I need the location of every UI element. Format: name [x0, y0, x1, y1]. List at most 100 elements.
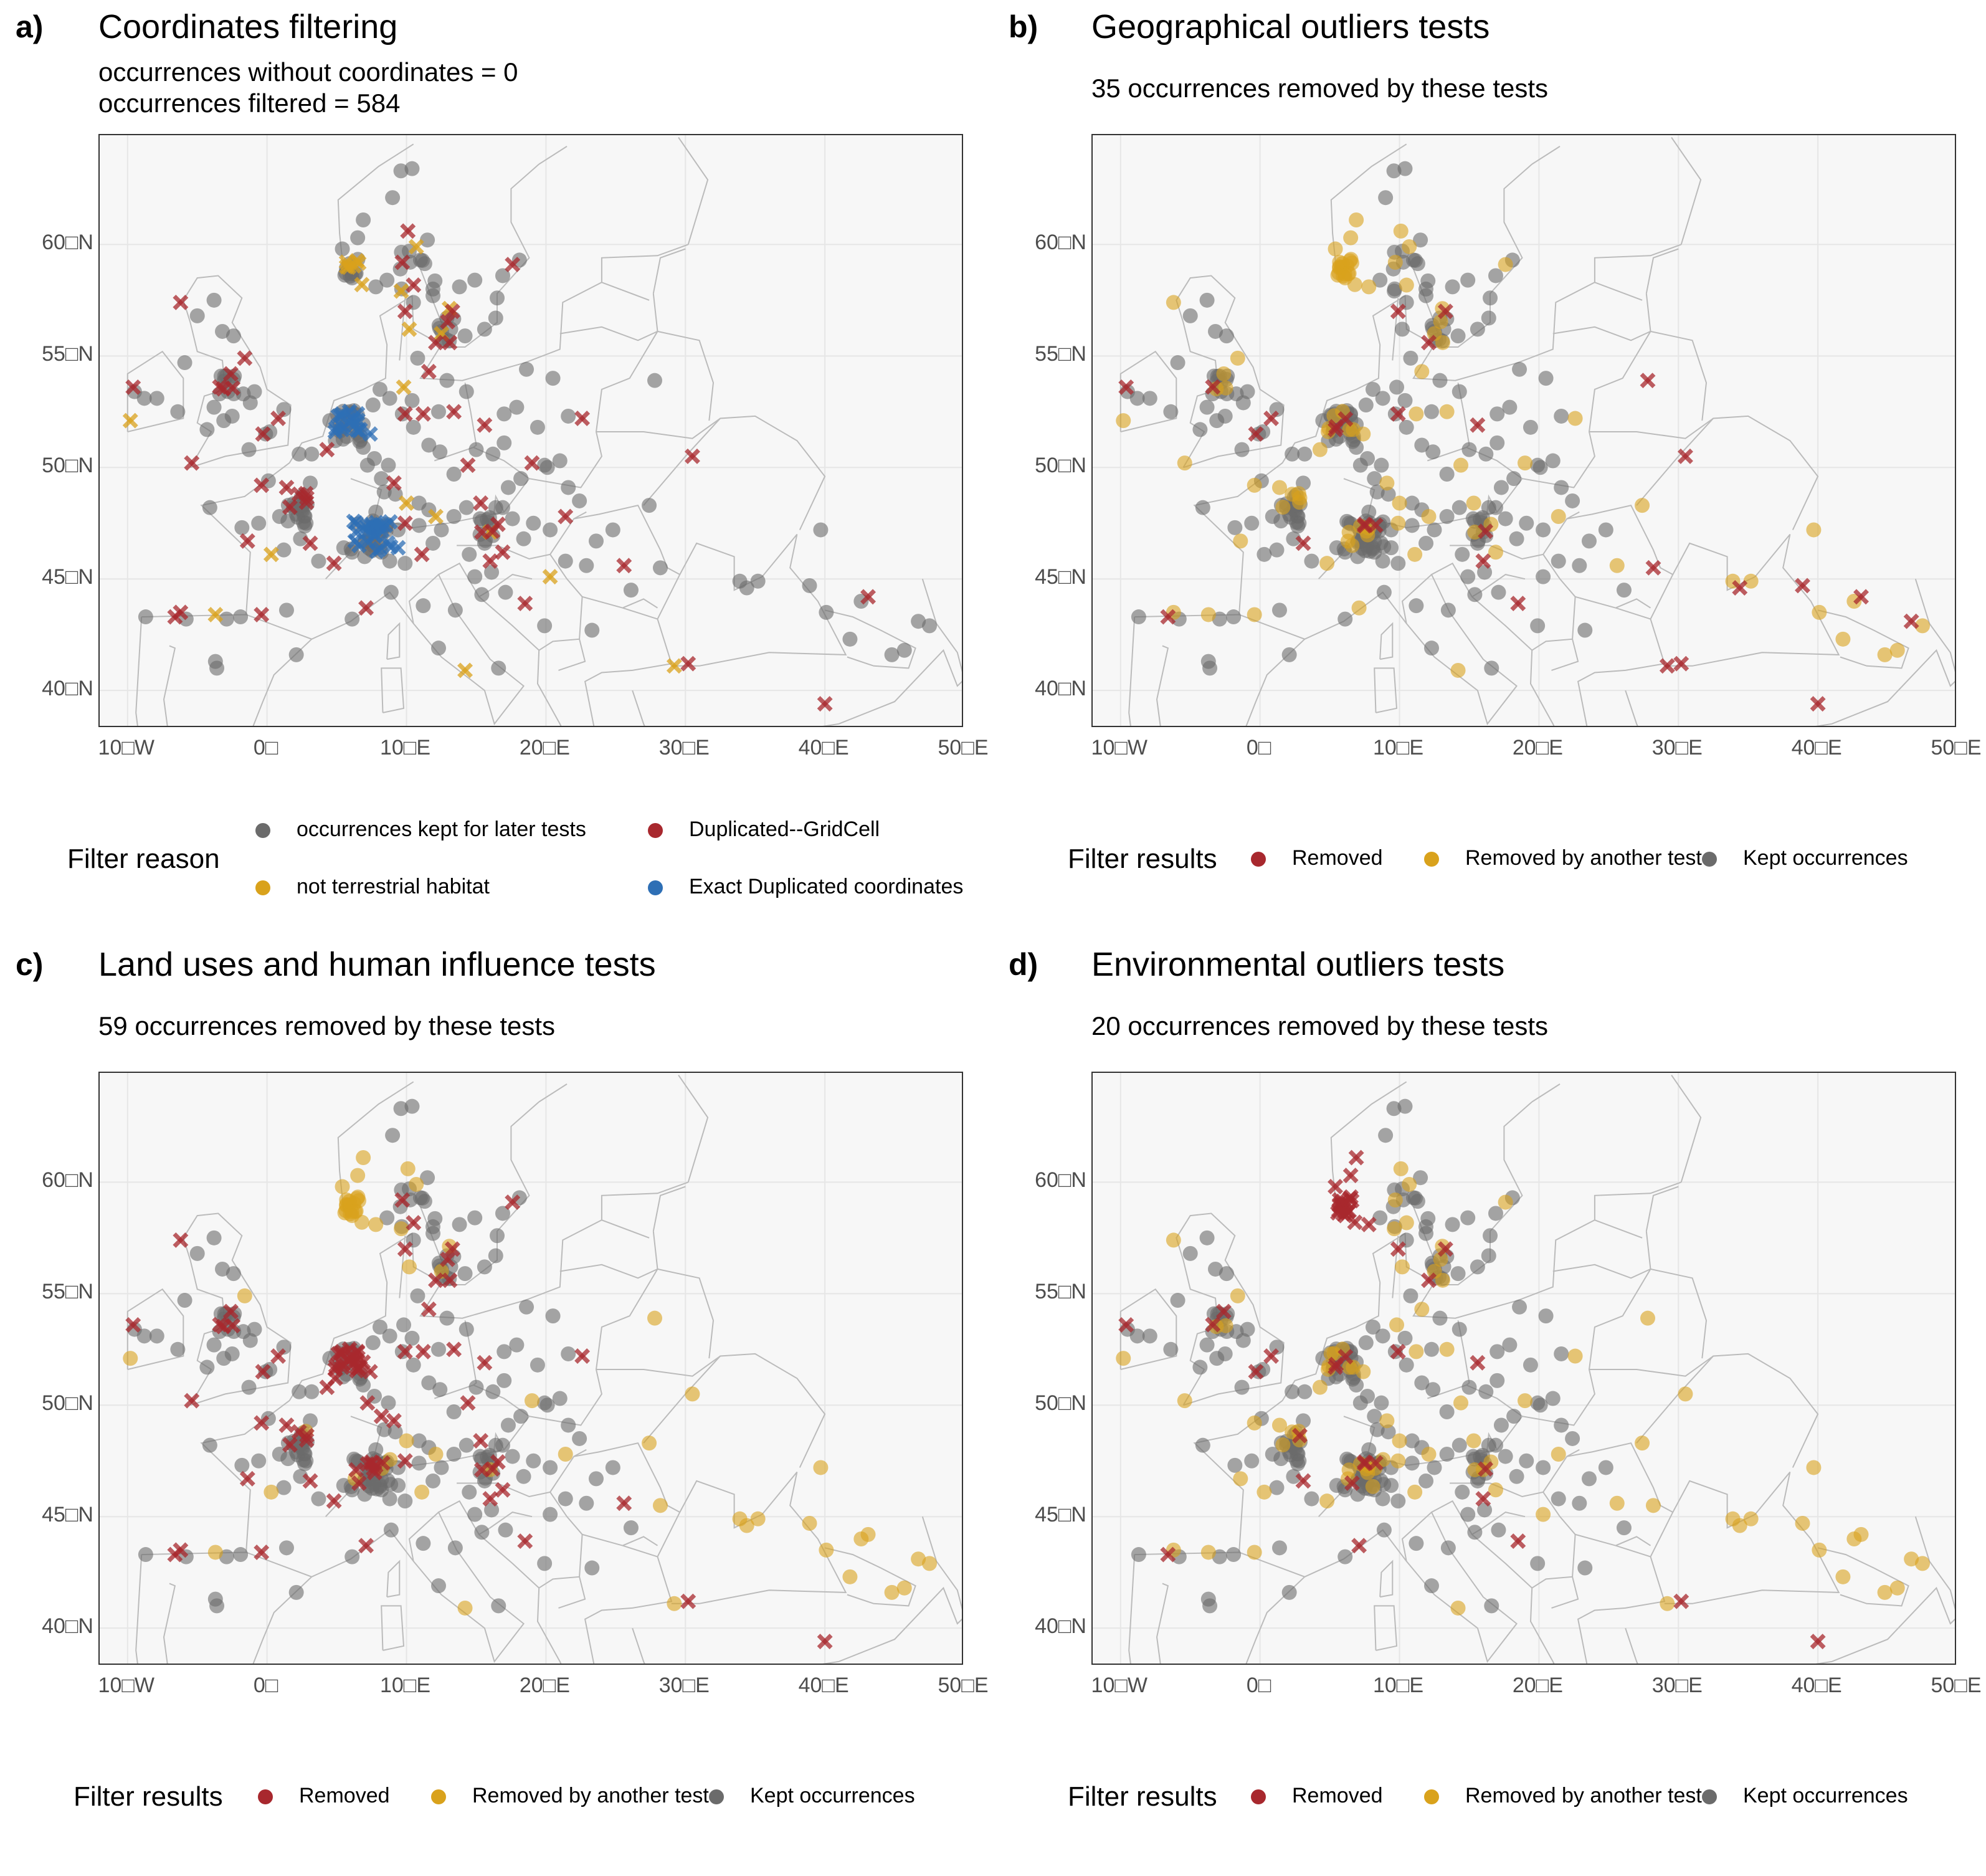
occurrence-cross	[485, 523, 501, 540]
x-tick-label: 30□E	[1651, 736, 1703, 759]
occurrence-cross	[270, 411, 287, 427]
occurrence-point	[498, 1522, 513, 1538]
occurrence-point	[1286, 1469, 1301, 1484]
occurrence-point	[1536, 569, 1551, 584]
x-tick-label: 20□E	[1512, 1674, 1563, 1697]
occurrence-point	[545, 371, 561, 386]
occurrence-point	[1424, 1578, 1440, 1594]
occurrence-point	[605, 1460, 620, 1475]
legend-item-removed: Removed	[1251, 846, 1383, 870]
occurrence-point	[356, 1150, 371, 1165]
occurrence-cross	[125, 1317, 141, 1333]
occurrence-point	[1502, 399, 1518, 415]
occurrence-cross	[386, 1412, 402, 1429]
country-border	[632, 1586, 962, 1664]
occurrence-cross	[1348, 1150, 1364, 1166]
occurrence-point	[1271, 1540, 1287, 1556]
country-border	[183, 275, 292, 469]
occurrence-cross	[524, 455, 540, 471]
occurrence-cross	[680, 655, 696, 672]
y-tick-label: 55□N	[42, 1280, 93, 1304]
country-border	[183, 1212, 292, 1406]
map-plot	[1091, 1072, 1956, 1665]
occurrence-cross	[122, 412, 138, 429]
occurrence-point	[477, 321, 492, 337]
occurrence-point	[1247, 1415, 1262, 1431]
map-canvas	[100, 1073, 962, 1664]
occurrence-point	[1358, 1335, 1374, 1351]
occurrence-point	[1877, 647, 1893, 662]
occurrence-point	[1488, 545, 1503, 560]
occurrence-point	[251, 1453, 267, 1469]
occurrence-point	[1129, 1328, 1145, 1344]
x-tick-label: 10□W	[1091, 736, 1147, 759]
occurrence-cross	[173, 294, 189, 310]
occurrence-point	[1439, 1404, 1455, 1419]
occurrence-point	[123, 1351, 138, 1366]
occurrence-point	[1523, 419, 1538, 435]
panel-d: d) Environmental outliers tests 20 occur…	[993, 938, 1986, 1875]
occurrence-cross	[394, 254, 411, 270]
occurrence-cross	[173, 1232, 189, 1248]
occurrence-cross	[399, 495, 414, 512]
occurrence-point	[495, 500, 510, 515]
occurrence-cross	[1510, 596, 1526, 612]
occurrence-cross	[446, 404, 462, 420]
x-tick-label: 10□W	[98, 1674, 154, 1697]
occurrence-point	[278, 602, 294, 618]
occurrence-cross	[1337, 1348, 1354, 1364]
occurrence-point	[1530, 1556, 1546, 1571]
occurrence-cross	[473, 495, 489, 511]
occurrence-point	[1433, 314, 1448, 330]
legend-swatch	[1424, 1789, 1439, 1805]
panel-a: a) Coordinates filtering occurrences wit…	[0, 0, 993, 938]
occurrence-point	[1530, 618, 1546, 634]
country-border	[1671, 137, 1702, 245]
occurrence-point	[1375, 1328, 1390, 1344]
occurrence-point	[457, 328, 473, 344]
occurrence-point	[1271, 602, 1287, 618]
occurrence-point	[1424, 404, 1440, 419]
occurrence-point	[1835, 1569, 1851, 1584]
occurrence-point	[1372, 1210, 1388, 1226]
occurrence-point	[344, 611, 360, 627]
map-plot	[98, 134, 963, 727]
occurrence-point	[1380, 1424, 1396, 1440]
country-border	[601, 282, 650, 301]
occurrence-point	[427, 273, 443, 288]
occurrence-point	[884, 1584, 900, 1600]
occurrence-point	[1269, 542, 1285, 558]
occurrence-point	[1163, 1341, 1179, 1357]
occurrence-point	[519, 1299, 535, 1315]
occurrence-point	[1877, 1584, 1893, 1600]
country-border	[1304, 1471, 1840, 1664]
x-tick-label: 20□E	[1512, 736, 1563, 759]
occurrence-point	[1351, 600, 1367, 616]
occurrence-cross	[1673, 1593, 1689, 1609]
occurrence-point	[1551, 509, 1566, 524]
occurrence-point	[525, 1393, 539, 1409]
occurrence-cross	[406, 277, 422, 293]
occurrence-point	[234, 1457, 250, 1473]
occurrence-cross	[1357, 1455, 1373, 1472]
occurrence-cross	[1470, 417, 1486, 433]
occurrence-cross	[817, 696, 833, 712]
occurrence-point	[1380, 487, 1396, 502]
occurrence-cross	[1437, 1241, 1453, 1257]
occurrence-point	[399, 1433, 414, 1449]
occurrence-cross	[1263, 1348, 1280, 1364]
occurrence-point	[1481, 310, 1496, 326]
occurrence-point	[530, 1357, 545, 1373]
x-tick-label: 20□E	[519, 736, 570, 759]
country-border	[1567, 1442, 1673, 1513]
occurrence-point	[1421, 1447, 1437, 1462]
occurrence-cross	[1118, 379, 1134, 395]
occurrence-point	[1399, 419, 1414, 435]
occurrence-point	[1581, 1471, 1597, 1487]
y-tick-label: 40□N	[42, 1614, 93, 1639]
occurrence-point	[1418, 535, 1434, 551]
occurrence-point	[1835, 631, 1851, 647]
legend: Filter results Removed Removed by anothe…	[993, 810, 1986, 910]
country-border	[1401, 1512, 1432, 1561]
country-border	[538, 146, 568, 165]
